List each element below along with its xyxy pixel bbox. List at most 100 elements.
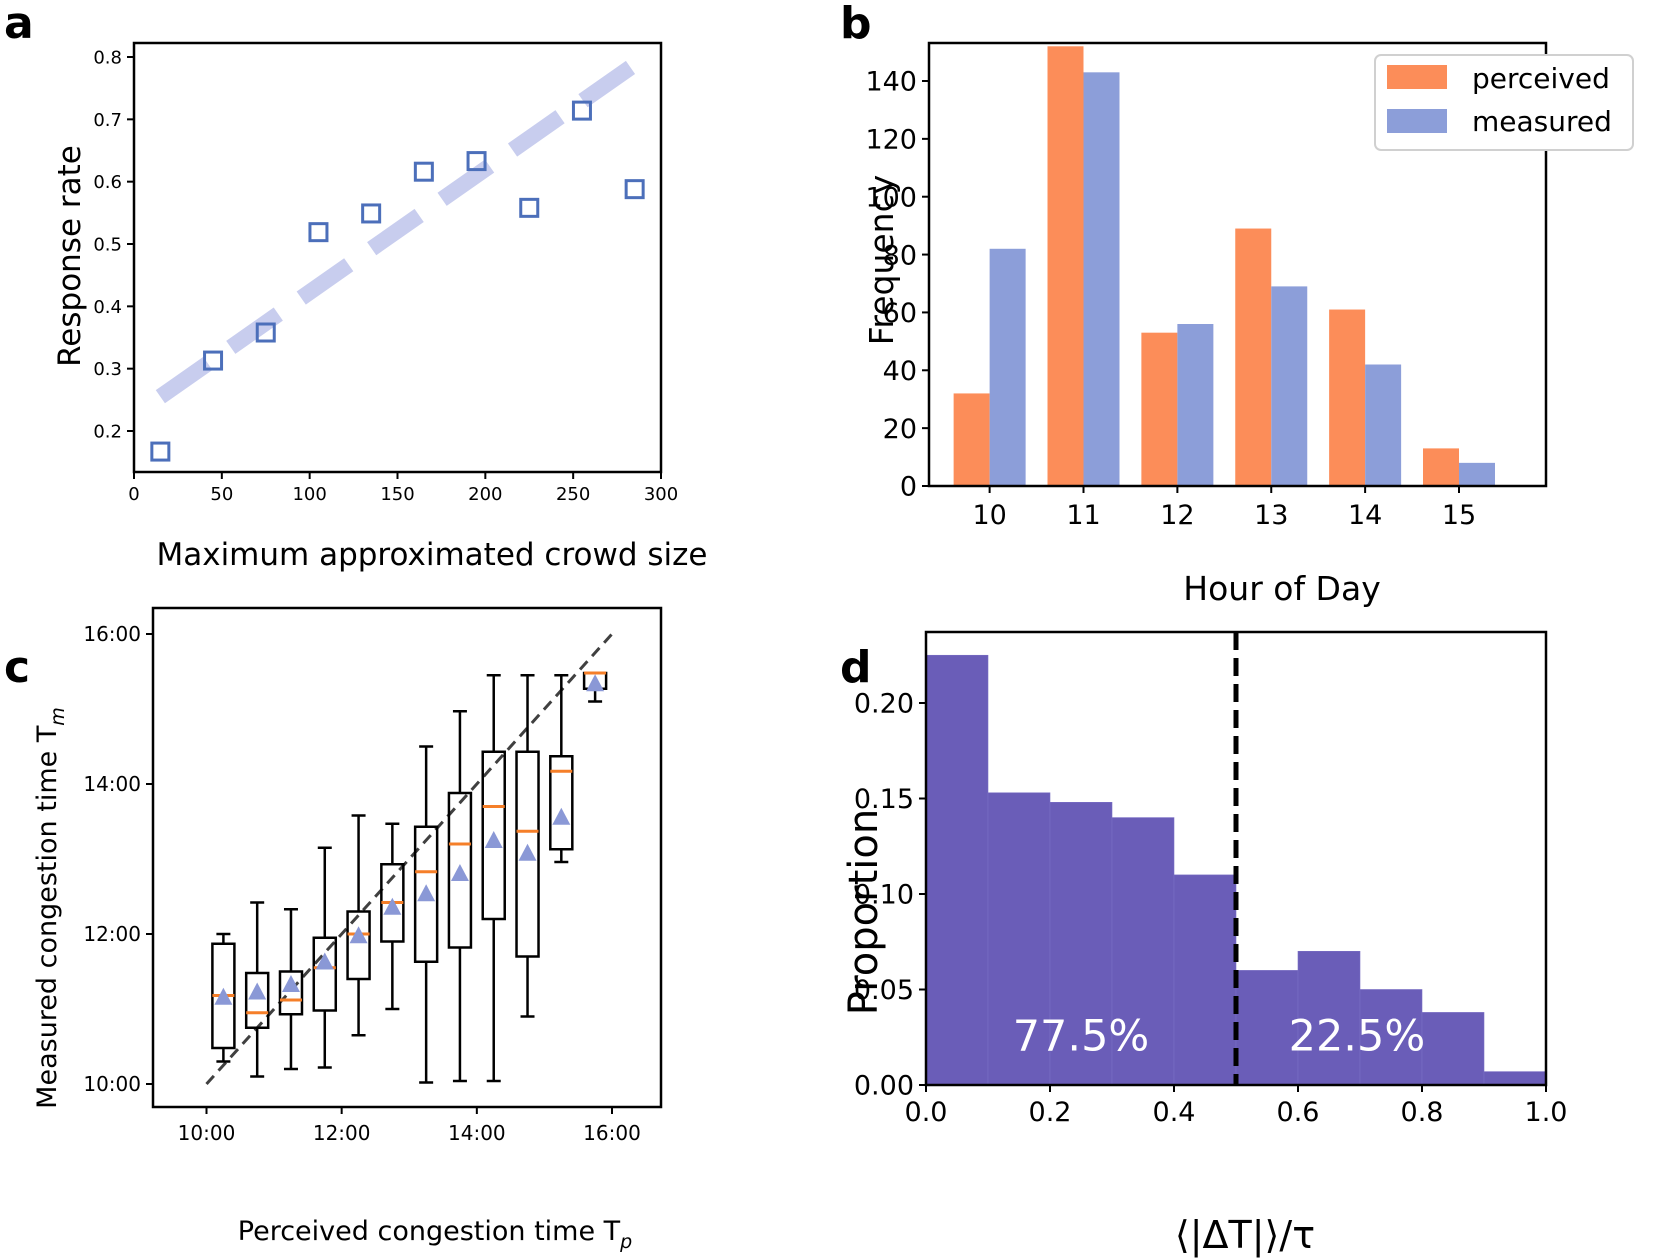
bar-measured-10 [989,248,1026,486]
panel-c-box-plot: 10:00 12:00 14:00 16:00 10:00 12:00 14:00 16:0… [32,606,663,1253]
box [515,750,540,958]
mean-marker [214,987,233,1005]
panel-a-scatter: 0.2 0.3 0.4 0.5 0.6 0.7 0.8 0 50 100 150 200 250 300… [52,41,708,573]
x-axis-ticks: 10:00 12:00 14:00 16:00 [178,1107,641,1145]
x-tick-label: 150 [380,484,414,505]
box-plot [515,674,540,1018]
plot-frame [151,606,663,1109]
box [481,750,506,921]
panel-b-bar-chart: 0 20 40 60 80 100 120 140 10 11 12 13 14 15 Hour of … [862,41,1634,608]
mean-marker [417,884,436,902]
bar-perceived-12 [1141,332,1178,486]
scatter-marker [255,322,276,343]
scatter-marker [203,350,224,371]
bar-measured-15 [1459,462,1495,486]
y-tick-label: 60 [883,298,917,329]
y-tick-label: 0.6 [93,172,122,193]
box-plot [413,745,439,1084]
mean-marker [383,897,402,915]
box-plot [346,814,371,1037]
y-tick-label: 0.7 [93,110,122,131]
y-tick-label: 0.8 [93,47,122,68]
fit-line [155,57,640,404]
y-axis-label-subscript: m [47,707,69,726]
box-plot [278,908,304,1071]
bar-perceived-14 [1329,309,1366,486]
legend-label-measured: measured [1472,105,1612,138]
mean-marker [248,982,267,1000]
box-plot [244,901,270,1078]
percentage-annotations: 77.5% 22.5% [1013,1012,1426,1062]
y-tick-label: 0.2 [93,421,122,442]
bar-measured-12 [1177,324,1214,486]
y-tick-label: 10:00 [83,1072,141,1096]
percentage-label-1: 77.5% [1013,1012,1150,1062]
histogram-bar [1173,874,1237,1086]
mean-marker [484,831,503,848]
y-tick-label: 14:00 [83,772,141,796]
mean-marker [552,807,571,825]
x-tick-label: 12:00 [313,1121,371,1145]
diagonal-line-path [205,632,614,1086]
y-tick-label: 40 [883,356,917,387]
x-tick-label: 15 [1442,500,1476,531]
x-tick-label: 0.2 [1029,1097,1072,1128]
x-tick-label: 0.0 [905,1097,948,1128]
legend: perceived measured [1374,54,1634,151]
scatter-marker [361,203,382,224]
box [278,970,304,1016]
box-plot [312,846,338,1069]
x-tick-label: 12 [1160,500,1194,531]
scatter-marker [466,151,487,172]
x-tick-label: 0.8 [1401,1097,1444,1128]
box-plot [211,932,236,1063]
scatter-points [150,100,645,462]
x-axis-label: Hour of Day [1183,569,1380,608]
x-axis-label: Perceived congestion time Tp [238,1216,632,1253]
panel-d-histogram: 77.5% 22.5% 0.000.050.100.150.20 0.0 0.2 0.… [841,630,1567,1258]
y-tick-label: 20 [883,414,917,445]
box [549,755,574,851]
scatter-marker [571,100,592,121]
x-tick-label: 100 [292,484,326,505]
mean-marker [315,952,334,970]
panel-letter-a: a [4,0,34,49]
x-tick-label: 10:00 [178,1121,236,1145]
x-tick-label: 11 [1066,500,1100,531]
percentage-label-2: 22.5% [1289,1012,1426,1062]
y-tick-label: 0.05 [854,975,914,1006]
x-tick-label: 200 [468,484,502,505]
y-tick-label: 100 [865,182,917,213]
mean-marker [586,674,605,692]
panel-letter-c: c [4,642,30,693]
box-plot [380,822,405,1011]
y-tick-label: 0.20 [854,689,914,720]
box-plots [211,671,608,1084]
box [346,910,371,981]
x-axis-label: Maximum approximated crowd size [156,537,707,573]
box-plot [549,674,574,864]
y-tick-label: 0.4 [93,297,122,318]
x-tick-label: 14:00 [448,1121,506,1145]
y-axis-ticks: 0.00 0.05 0.10 0.15 0.20 [854,689,926,1102]
scatter-marker [413,161,434,182]
box-plot [447,710,473,1083]
scatter-marker [150,441,171,462]
y-tick-label: 80 [883,240,917,271]
box-plot [582,671,608,703]
plot-frame [924,630,1548,1087]
y-axis-label: Measured congestion time Tm [32,707,69,1109]
y-tick-label: 0.10 [854,880,914,911]
y-tick-label: 16:00 [83,622,141,646]
scatter-marker [308,222,329,243]
box [312,936,338,1012]
mean-marker [518,843,537,861]
y-axis-ticks: 10:00 12:00 14:00 16:00 [83,622,153,1096]
histogram-bar [1235,970,1299,1086]
x-tick-label: 13 [1254,500,1288,531]
y-axis-label: Frequency [862,175,901,345]
histogram-bar [1111,817,1175,1086]
x-tick-label: 14 [1348,500,1382,531]
x-tick-label: 250 [556,484,590,505]
